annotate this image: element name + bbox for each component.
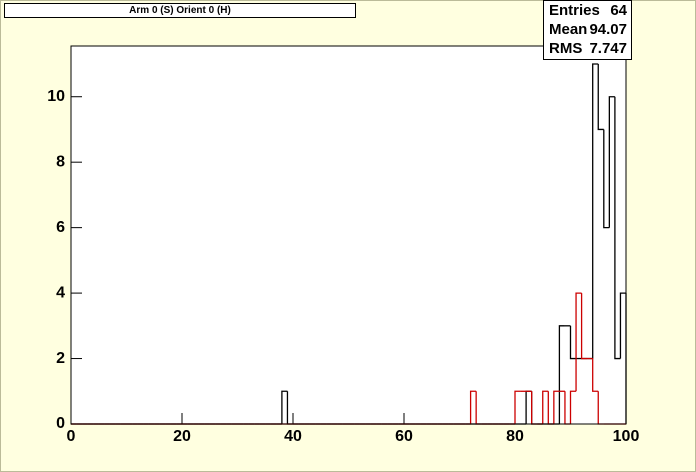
x-tick-label: 0 bbox=[67, 428, 76, 445]
hist-bin bbox=[569, 325, 577, 360]
title-box bbox=[4, 3, 356, 18]
x-tick-label: 20 bbox=[173, 428, 191, 445]
hist-bin bbox=[619, 292, 626, 359]
hist-bin bbox=[542, 390, 549, 424]
y-tick-label: 2 bbox=[56, 350, 65, 367]
hist-bin bbox=[514, 390, 521, 424]
hist-bin bbox=[281, 390, 288, 424]
x-tick-label: 60 bbox=[395, 428, 413, 445]
y-tick-label: 6 bbox=[56, 219, 65, 236]
hist-bin bbox=[569, 390, 577, 424]
hist-bin bbox=[469, 390, 477, 424]
hist-bin bbox=[592, 63, 599, 359]
hist-bin bbox=[614, 96, 621, 360]
stats-label: Entries bbox=[549, 2, 600, 19]
hist-bin bbox=[575, 292, 582, 392]
plot-frame bbox=[70, 45, 627, 425]
stats-label: Mean bbox=[549, 21, 587, 38]
hist-bin bbox=[592, 358, 599, 392]
y-tick-label: 8 bbox=[56, 153, 65, 170]
x-tick-label: 100 bbox=[613, 428, 640, 445]
hist-bin bbox=[597, 64, 604, 131]
hist-bin bbox=[553, 390, 560, 424]
stats-label: RMS bbox=[549, 40, 582, 57]
x-tick-label: 80 bbox=[506, 428, 524, 445]
hist-bin bbox=[580, 293, 588, 360]
x-tick-label: 40 bbox=[284, 428, 302, 445]
y-tick-label: 10 bbox=[47, 88, 65, 105]
hist-bin bbox=[603, 129, 610, 229]
y-tick-label: 4 bbox=[56, 284, 65, 301]
y-tick-label: 0 bbox=[56, 415, 65, 432]
stats-value: 64 bbox=[610, 2, 627, 19]
stats-value: 7.747 bbox=[589, 40, 627, 57]
stats-value: 94.07 bbox=[589, 21, 627, 38]
chart-title: Arm 0 (S) Orient 0 (H) bbox=[129, 5, 231, 16]
hist-bin bbox=[608, 96, 615, 228]
stats-box bbox=[543, 0, 632, 60]
